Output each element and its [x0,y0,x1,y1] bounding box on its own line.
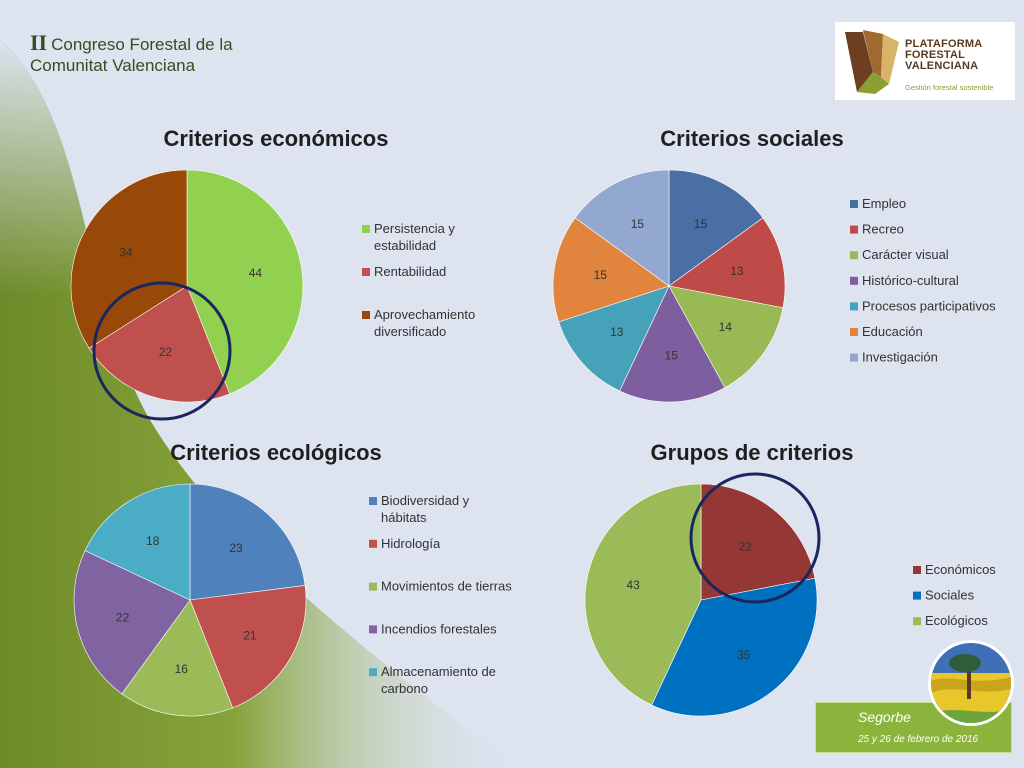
chart3-data-label-3: 16 [175,662,189,676]
chart4-slice-1 [700,483,816,601]
chart1-slice-1 [186,169,304,395]
chart1-title: Criterios económicos [164,126,389,151]
plataforma-logo: PLATAFORMA FORESTAL VALENCIANA Gestión f… [835,22,1015,100]
chart1-legend-label-1: Persistencia y [374,221,455,236]
footer-date: 25 y 26 de febrero de 2016 [858,734,979,745]
chart2-legend-swatch-2 [850,225,858,234]
chart3-legend-label-5-line2: carbono [381,681,428,696]
chart4-title: Grupos de criterios [651,440,854,465]
chart4-slice-3 [584,483,702,706]
chart2-data-label-6: 15 [594,268,608,282]
chart3-data-label-5: 18 [146,534,160,548]
chart2-legend-swatch-5 [850,302,858,311]
logo-line3: VALENCIANA [905,60,979,72]
chart4-legend-label-3: Ecológicos [925,613,988,628]
chart1-legend-swatch-2 [362,268,370,276]
chart4-legend-label-2: Sociales [925,588,975,603]
chart1-legend-swatch-3 [362,311,370,319]
chart1-legend-label-3: Aprovechamiento [374,307,475,322]
chart3-title: Criterios ecológicos [170,440,382,465]
chart1-data-label-2: 22 [159,345,173,359]
chart2-slice-5 [558,285,670,392]
chart2-slice-3 [668,285,784,389]
chart2-slice-6 [552,217,670,323]
event-roman-numeral: II [30,30,48,55]
chart2-data-label-1: 15 [694,217,708,231]
chart2-legend-label-4: Histórico-cultural [862,273,959,288]
chart1-legend-label-1-line2: estabilidad [374,238,436,253]
chart2-legend-label-2: Recreo [862,222,904,237]
chart3-legend-swatch-1 [369,497,377,505]
chart4-slice-2 [651,577,818,717]
logo-line2: FORESTAL [905,49,966,61]
chart2-data-label-4: 15 [665,349,679,363]
chart4-legend-swatch-1 [913,566,921,574]
logo-mark-icon [845,30,899,94]
chart2-legend-swatch-3 [850,251,858,260]
footer-place: Segorbe [858,709,911,725]
chart2-legend-label-5: Procesos participativos [862,298,996,313]
chart3-legend-label-3: Movimientos de tierras [381,579,512,594]
chart3-data-label-4: 22 [116,610,130,624]
chart4-data-label-3: 43 [626,578,640,592]
chart2-slice-4 [619,285,726,403]
chart1-legend-swatch-1 [362,225,370,233]
chart4-data-label-2: 35 [737,648,751,662]
chart3-slice-3 [121,599,234,717]
chart2-legend-swatch-1 [850,200,858,208]
chart2-data-label-2: 13 [730,264,744,278]
chart3-legend-label-5: Almacenamiento de [381,664,496,679]
chart3-slice-1 [189,483,306,601]
chart3-legend-swatch-5 [369,668,377,677]
chart3-legend-swatch-2 [369,539,377,548]
event-title: II Congreso Forestal de la Comunitat Vale… [30,32,360,76]
chart4-legend-label-1: Económicos [925,562,996,577]
chart2-data-label-3: 14 [719,320,733,334]
chart2-legend-label-6: Educación [862,324,923,339]
chart3-data-label-1: 23 [229,541,243,555]
logo-wordmark: PLATAFORMA FORESTAL VALENCIANA [905,39,982,72]
chart3-data-label-2: 21 [243,628,257,642]
chart1-data-label-3: 34 [119,246,133,260]
footer-banner: Segorbe 25 y 26 de febrero de 2016 [815,702,1012,753]
chart2-legend-label-7: Investigación [862,350,938,365]
chart2-slice-7 [574,169,670,287]
landscape-painting [928,640,1014,726]
chart4-legend-swatch-3 [913,617,921,626]
chart3-legend-label-1: Biodiversidad y [381,493,470,508]
logo-tagline: Gestión forestal sostenible [905,83,994,92]
chart3-legend-label-4: Incendios forestales [381,621,497,636]
chart2-legend-swatch-6 [850,328,858,336]
logo-line1: PLATAFORMA [905,38,983,50]
chart4-data-label-1: 22 [739,539,753,553]
chart1-highlight-circle [92,281,232,421]
chart3-slice-2 [189,585,307,709]
chart1-slice-2 [88,285,231,403]
event-title-line1: Congreso Forestal de la [51,35,233,54]
chart1-data-label-1: 44 [249,266,263,280]
chart3-legend-label-1-line2: hábitats [381,510,427,525]
chart2-title: Criterios sociales [660,126,843,151]
chart3-legend-swatch-4 [369,625,377,634]
chart2-slice-1 [668,169,764,287]
charts-layer: Criterios económicos 44 22 34 Persistencia y… [70,126,996,717]
chart3-slice-5 [84,483,191,601]
chart2-data-label-7: 15 [631,217,645,231]
chart1-legend-label-2: Rentabilidad [374,264,446,279]
chart2-legend-label-3: Carácter visual [862,247,949,262]
chart3-legend-swatch-3 [369,582,377,591]
chart2-slice-2 [668,217,786,309]
chart3-legend-label-2: Hidrología [381,536,441,551]
chart2-legend-label-1: Empleo [862,196,906,211]
chart4-legend-swatch-2 [913,591,921,600]
chart4-highlight-circle [689,472,821,604]
event-title-line2: Comunitat Valenciana [30,56,196,75]
chart2-data-label-5: 13 [610,325,624,339]
chart1-slice-3 [70,169,188,349]
chart2-legend-swatch-4 [850,276,858,285]
chart1-legend-label-3-line2: diversificado [374,324,446,339]
chart2-legend-swatch-7 [850,353,858,362]
